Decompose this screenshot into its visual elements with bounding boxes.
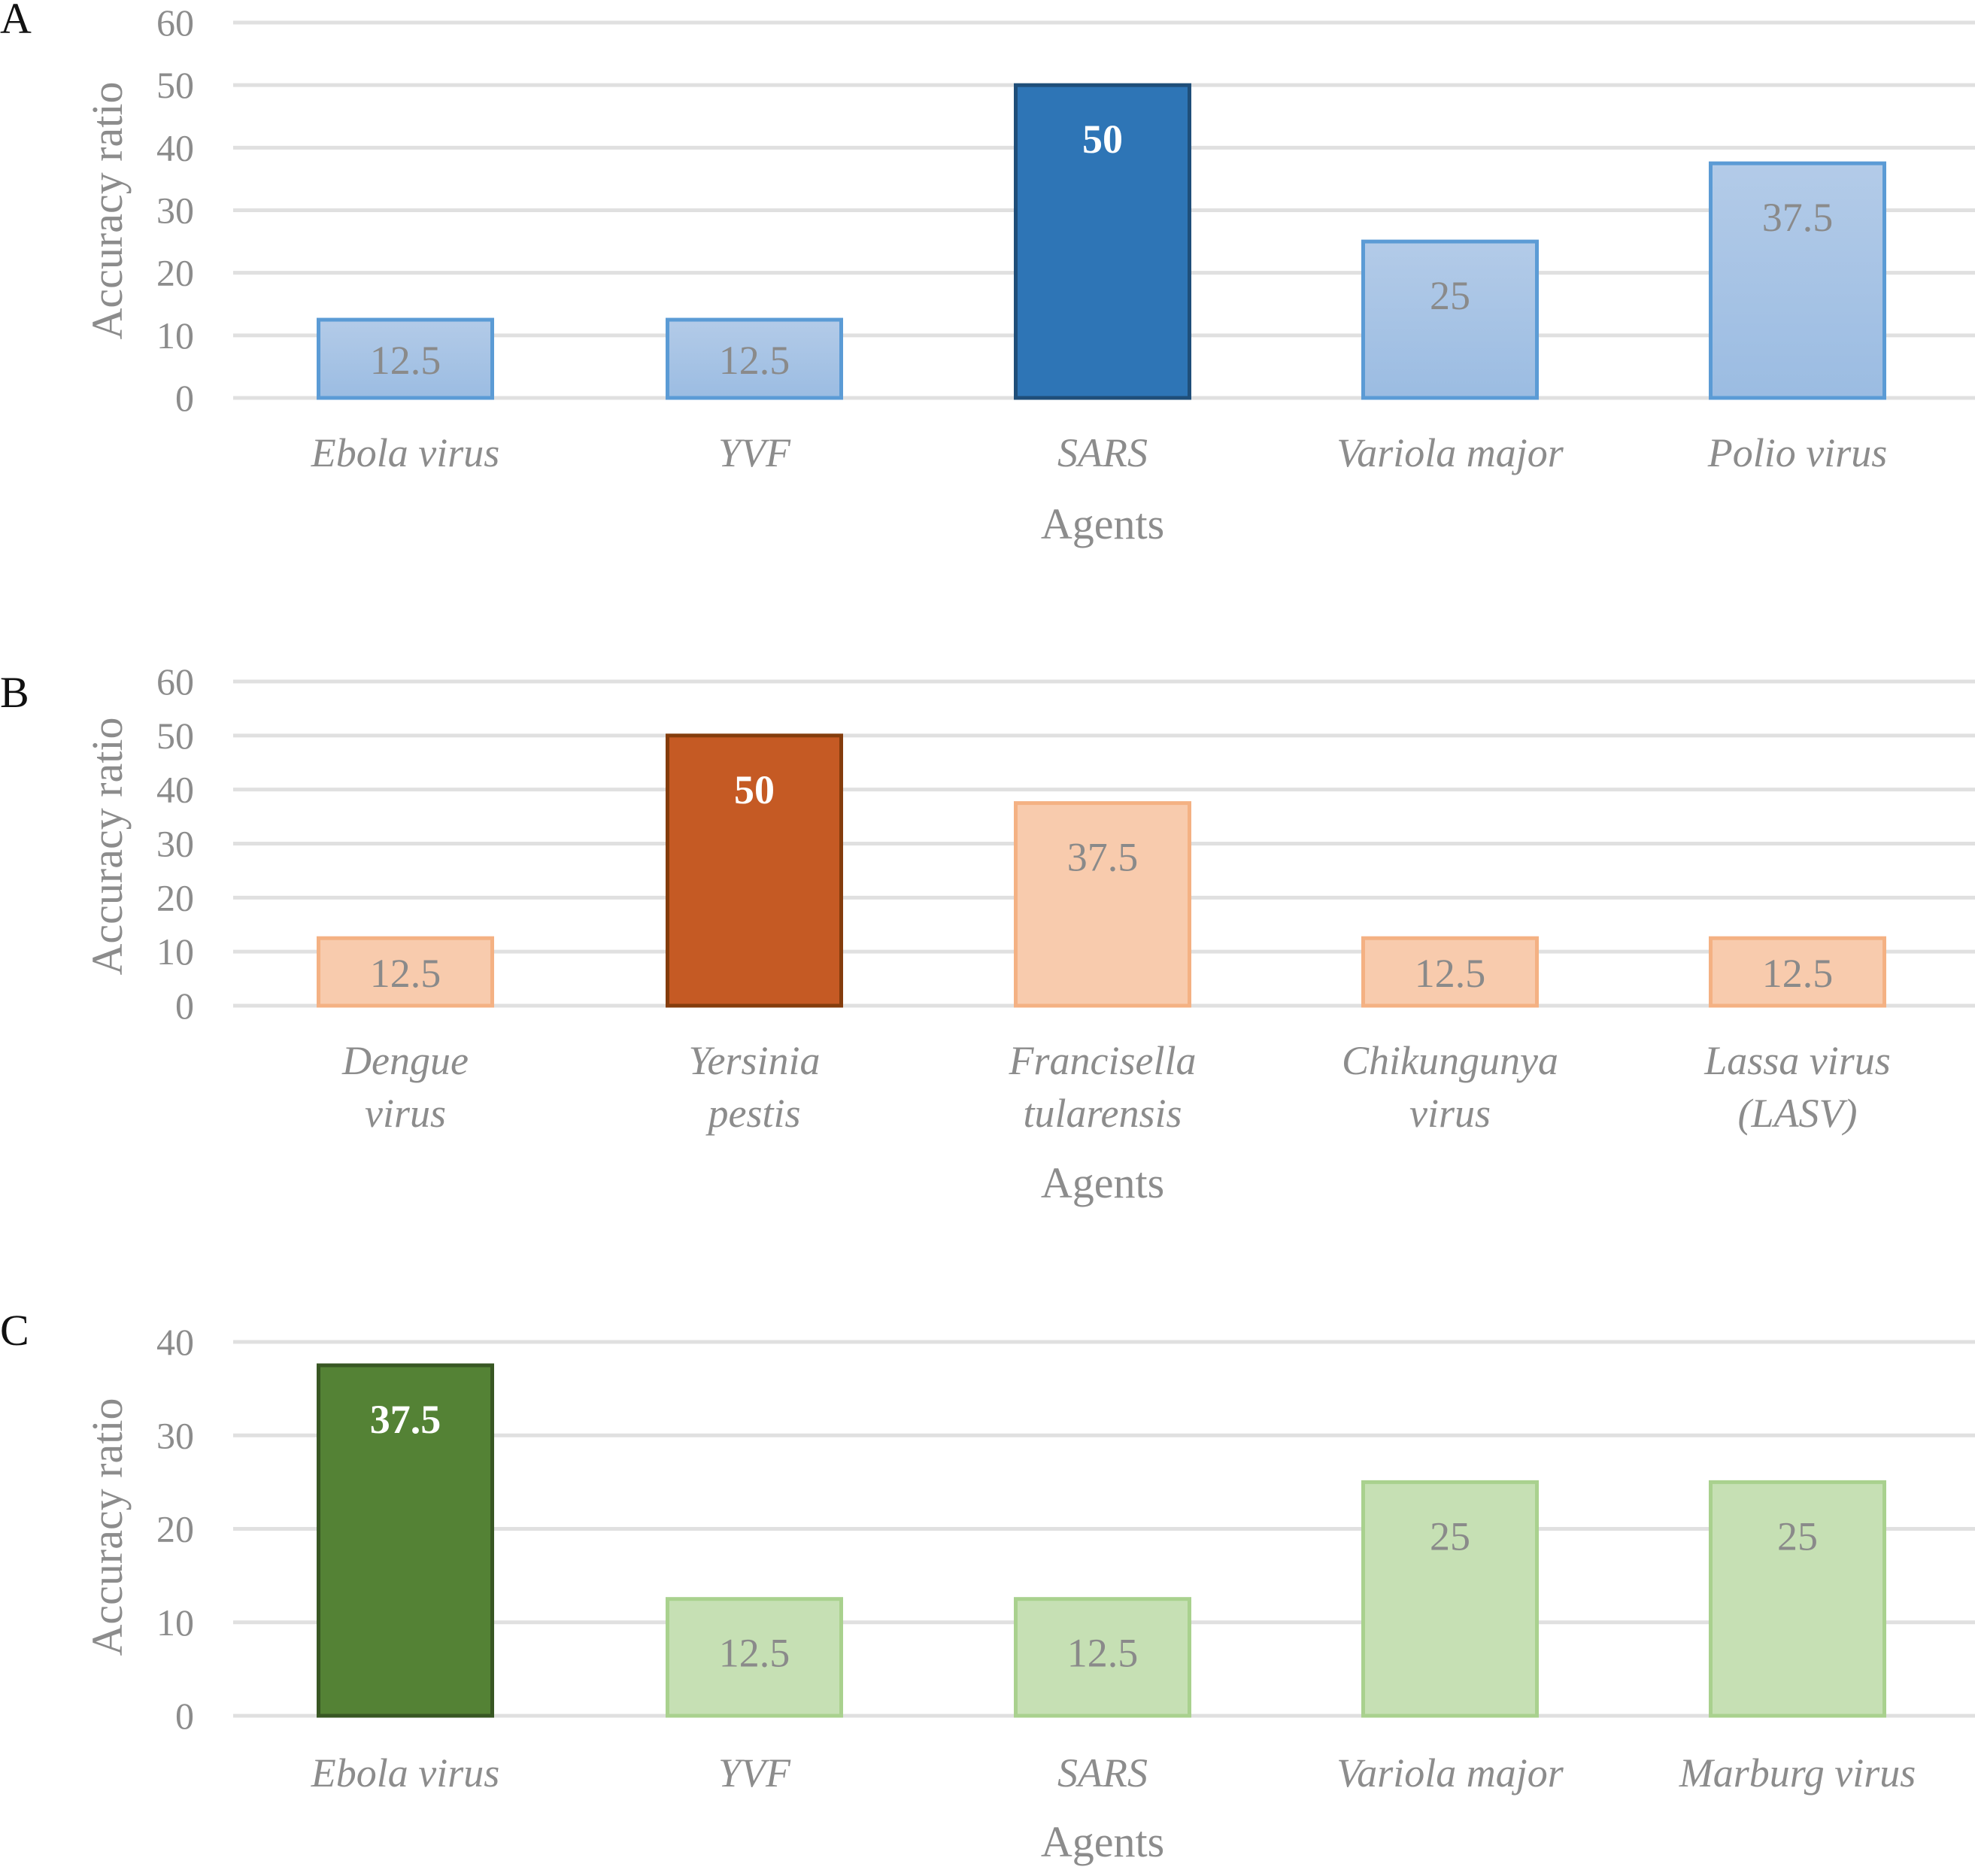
x-category-label: virus	[1409, 1091, 1491, 1136]
y-axis-label-b: Accuracy ratio	[83, 718, 132, 976]
bar	[1361, 1480, 1539, 1718]
panel-b: B 0 10 20 30 40 50 60 12.5 50 37.5 12.5 12.5 Dengu…	[0, 660, 1975, 1207]
bar	[1709, 161, 1886, 400]
bars-c: 37.5 12.5 12.5 25 25	[317, 1363, 1886, 1718]
bar	[317, 317, 494, 400]
data-label: 50	[1082, 117, 1123, 162]
x-category-label: Yersinia	[688, 1038, 820, 1083]
data-label: 25	[1430, 1513, 1470, 1559]
y-tick-label: 20	[156, 1508, 194, 1550]
x-category-label: Lassa virus	[1703, 1038, 1891, 1083]
data-label: 12.5	[1415, 951, 1486, 996]
x-category-label: Variola major	[1336, 1750, 1564, 1796]
y-tick-label: 30	[156, 823, 194, 865]
x-axis-label-a: Agents	[1041, 499, 1164, 548]
x-category-label: virus	[365, 1091, 446, 1136]
y-tick-label: 10	[156, 314, 194, 357]
x-category-label: (LASV)	[1738, 1091, 1858, 1136]
x-category-label: YVF	[718, 430, 791, 475]
y-ticks-a: 0 10 20 30 40 50 60	[156, 2, 194, 419]
y-tick-label: 10	[156, 1601, 194, 1644]
x-category-label: pestis	[705, 1091, 800, 1136]
y-ticks-c: 0 10 20 30 40	[156, 1321, 194, 1737]
y-tick-label: 0	[175, 985, 194, 1027]
y-axis-label-c: Accuracy ratio	[83, 1398, 132, 1656]
bar	[666, 1597, 843, 1718]
x-category-label: SARS	[1057, 1750, 1148, 1796]
y-tick-label: 40	[156, 126, 194, 168]
bar	[1014, 83, 1191, 400]
bar	[1014, 1597, 1191, 1718]
y-tick-label: 40	[156, 769, 194, 811]
x-category-label: Polio virus	[1707, 430, 1888, 475]
data-label: 12.5	[719, 338, 790, 383]
y-tick-label: 50	[156, 64, 194, 106]
y-tick-label: 0	[175, 377, 194, 419]
data-label: 12.5	[1762, 951, 1834, 996]
bar	[666, 733, 843, 1008]
x-categories-a: Ebola virus YVF SARS Variola major Polio vir…	[311, 430, 1888, 475]
y-tick-label: 20	[156, 252, 194, 294]
panel-c: C 0 10 20 30 40 37.5 12.5 12.5 25 25 Ebola virus…	[0, 1306, 1975, 1866]
panel-a: A 0 10 20 30 40 50 60 12.5 12.5 50 25 37.5 Ebola v…	[0, 0, 1975, 548]
x-category-label: Dengue	[341, 1038, 469, 1083]
data-label: 25	[1777, 1513, 1818, 1559]
bar	[1709, 1480, 1886, 1718]
data-label: 25	[1430, 273, 1470, 318]
y-tick-label: 30	[156, 1414, 194, 1456]
x-category-label: Ebola virus	[311, 430, 500, 475]
y-tick-label: 30	[156, 190, 194, 232]
y-tick-label: 0	[175, 1695, 194, 1737]
bar	[317, 936, 494, 1008]
x-category-label: YVF	[718, 1750, 791, 1796]
x-category-label: Ebola virus	[311, 1750, 500, 1796]
x-category-label: Francisella	[1009, 1038, 1197, 1083]
data-label: 12.5	[1067, 1631, 1139, 1676]
data-label: 37.5	[1067, 835, 1139, 880]
bar	[1361, 239, 1539, 400]
data-label: 12.5	[719, 1631, 790, 1676]
bar	[1014, 801, 1191, 1008]
panel-letter-b: B	[0, 668, 29, 717]
data-label: 37.5	[370, 1397, 441, 1442]
x-categories-c: Ebola virus YVF SARS Variola major Marburg v…	[311, 1750, 1916, 1796]
panel-letter-c: C	[0, 1306, 29, 1355]
y-tick-label: 60	[156, 660, 194, 703]
y-ticks-b: 0 10 20 30 40 50 60	[156, 660, 194, 1027]
x-categories-b: Dengue virus Yersinia pestis Francisella tula…	[341, 1038, 1891, 1136]
y-tick-label: 60	[156, 2, 194, 44]
y-tick-label: 20	[156, 876, 194, 918]
y-tick-label: 40	[156, 1321, 194, 1363]
bars-a: 12.5 12.5 50 25 37.5	[317, 83, 1886, 400]
x-category-label: Marburg virus	[1679, 1750, 1916, 1796]
x-category-label: Chikungunya	[1342, 1038, 1558, 1083]
bar	[1709, 936, 1886, 1008]
data-label: 12.5	[370, 338, 441, 383]
data-label: 37.5	[1762, 195, 1834, 240]
bar	[1361, 936, 1539, 1008]
x-category-label: Variola major	[1336, 430, 1564, 475]
data-label: 12.5	[370, 951, 441, 996]
bar	[317, 1363, 494, 1718]
y-axis-label-a: Accuracy ratio	[83, 82, 132, 340]
x-category-label: SARS	[1057, 430, 1148, 475]
bars-b: 12.5 50 37.5 12.5 12.5	[317, 733, 1886, 1008]
panel-letter-a: A	[0, 0, 32, 43]
data-label: 50	[734, 767, 775, 812]
x-axis-label-b: Agents	[1041, 1158, 1164, 1207]
y-tick-label: 50	[156, 715, 194, 757]
x-axis-label-c: Agents	[1041, 1817, 1164, 1866]
bar	[666, 317, 843, 400]
x-category-label: tularensis	[1023, 1091, 1182, 1136]
y-tick-label: 10	[156, 930, 194, 973]
